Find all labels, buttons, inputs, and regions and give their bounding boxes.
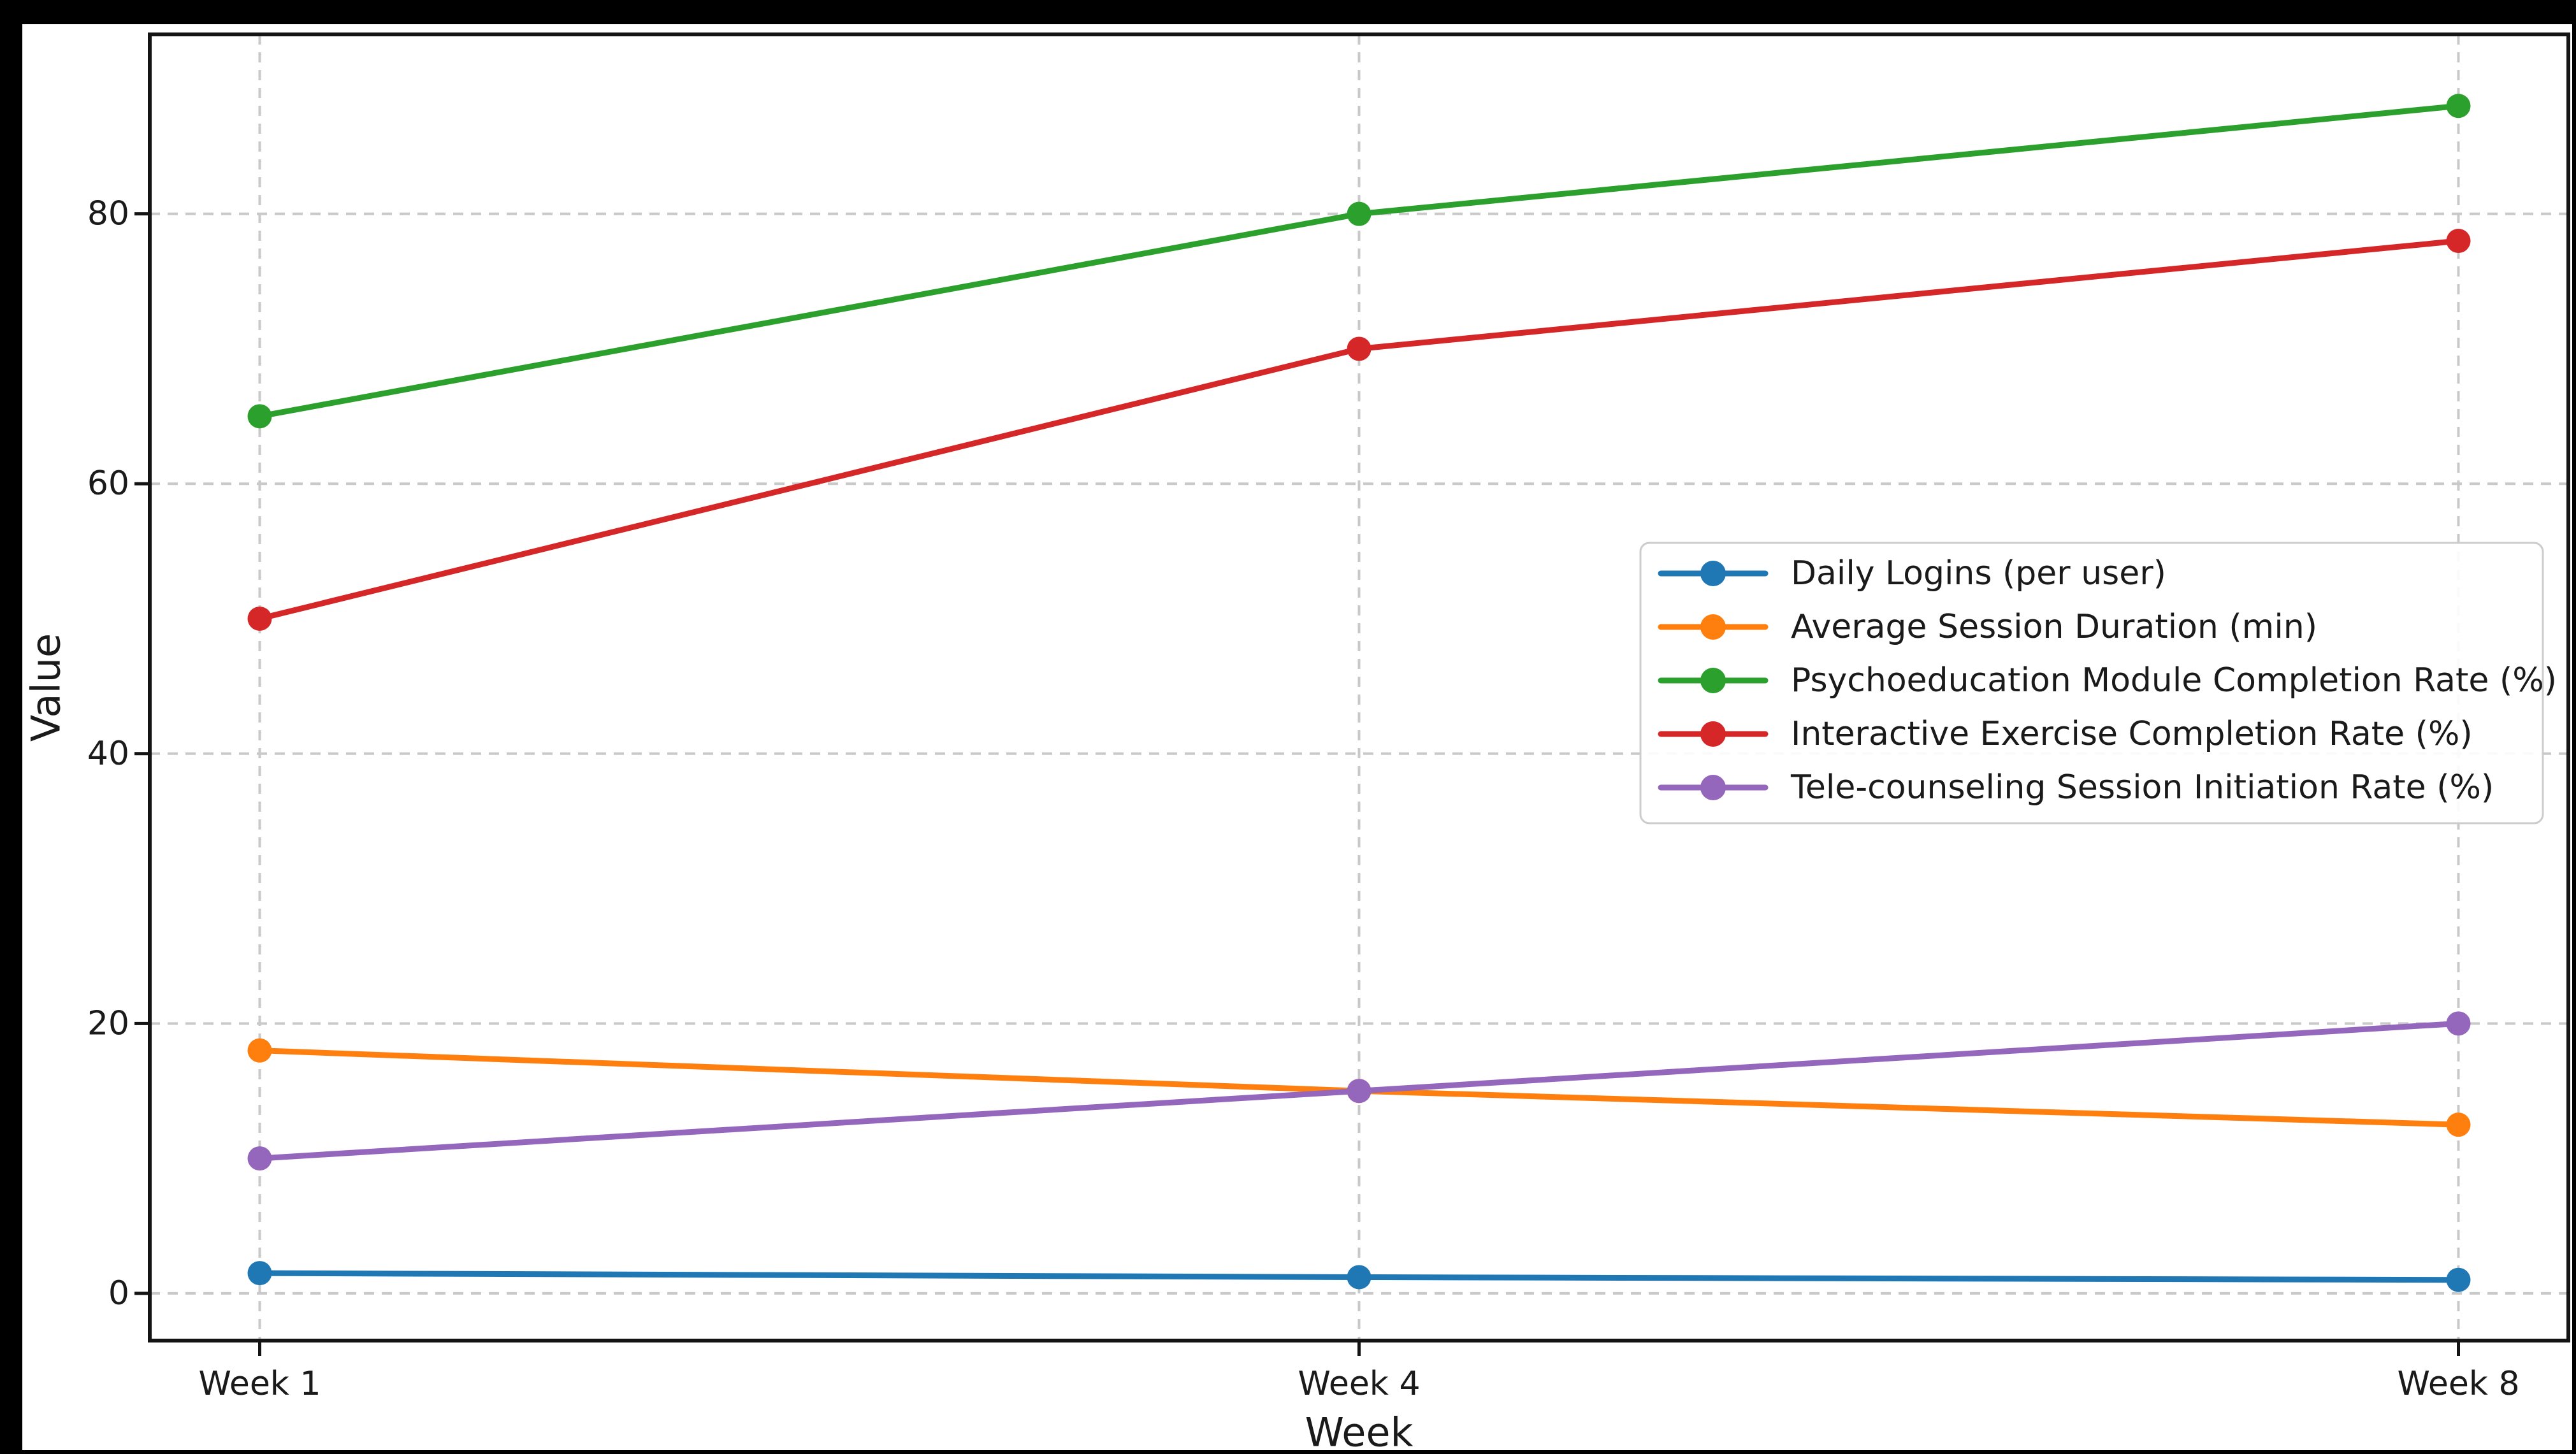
legend-item: Psychoeducation Module Completion Rate (…: [1658, 661, 2557, 700]
legend-label: Daily Logins (per user): [1791, 554, 2166, 593]
legend-item: Average Session Duration (min): [1658, 608, 2317, 646]
data-point-marker: [247, 404, 272, 429]
x-tick-label: Week 1: [198, 1365, 321, 1403]
legend-label: Tele-counseling Session Initiation Rate …: [1790, 768, 2494, 807]
legend-marker-icon: [1700, 721, 1726, 747]
legend-item: Interactive Exercise Completion Rate (%): [1658, 715, 2473, 753]
plot-box-spines: [148, 32, 2570, 1342]
data-point-marker: [1347, 336, 1371, 361]
data-point-marker: [247, 1261, 272, 1286]
legend-marker-icon: [1700, 614, 1726, 640]
legend-item: Tele-counseling Session Initiation Rate …: [1658, 768, 2494, 807]
legend-marker-icon: [1700, 668, 1726, 693]
y-axis-label: Value: [23, 633, 69, 742]
series-layer: [247, 94, 2471, 1292]
legend: Daily Logins (per user) Average Session D…: [1639, 542, 2557, 824]
data-point-marker: [2446, 229, 2471, 254]
y-tick-label: 40: [87, 735, 129, 773]
axes-layer: Week 1 Week 4 Week 8 0 20 40 60 80 Week Value: [23, 32, 2570, 1454]
data-point-marker: [2446, 1267, 2471, 1292]
data-point-marker: [2446, 1112, 2471, 1137]
data-point-marker: [247, 606, 272, 631]
data-point-marker: [2446, 1011, 2471, 1036]
legend-label: Psychoeducation Module Completion Rate (…: [1791, 661, 2557, 700]
legend-frame: [1639, 542, 2544, 824]
y-tick-label: 80: [87, 195, 129, 233]
data-point-marker: [247, 1146, 272, 1171]
legend-item: Daily Logins (per user): [1658, 554, 2166, 593]
data-point-marker: [247, 1038, 272, 1063]
y-tick-label: 20: [87, 1004, 129, 1042]
x-axis-label: Week: [1305, 1409, 1414, 1454]
data-point-marker: [2446, 94, 2471, 119]
x-tick-label: Week 4: [1298, 1365, 1420, 1403]
x-tick-label: Week 8: [2397, 1365, 2519, 1403]
legend-label: Interactive Exercise Completion Rate (%): [1791, 715, 2473, 753]
legend-marker-icon: [1700, 775, 1726, 800]
data-point-marker: [1347, 1079, 1371, 1104]
legend-label: Average Session Duration (min): [1791, 608, 2317, 646]
data-point-marker: [1347, 201, 1371, 226]
legend-marker-icon: [1700, 561, 1726, 586]
data-point-marker: [1347, 1265, 1371, 1290]
y-tick-label: 60: [87, 464, 129, 503]
y-tick-label: 0: [108, 1274, 129, 1313]
